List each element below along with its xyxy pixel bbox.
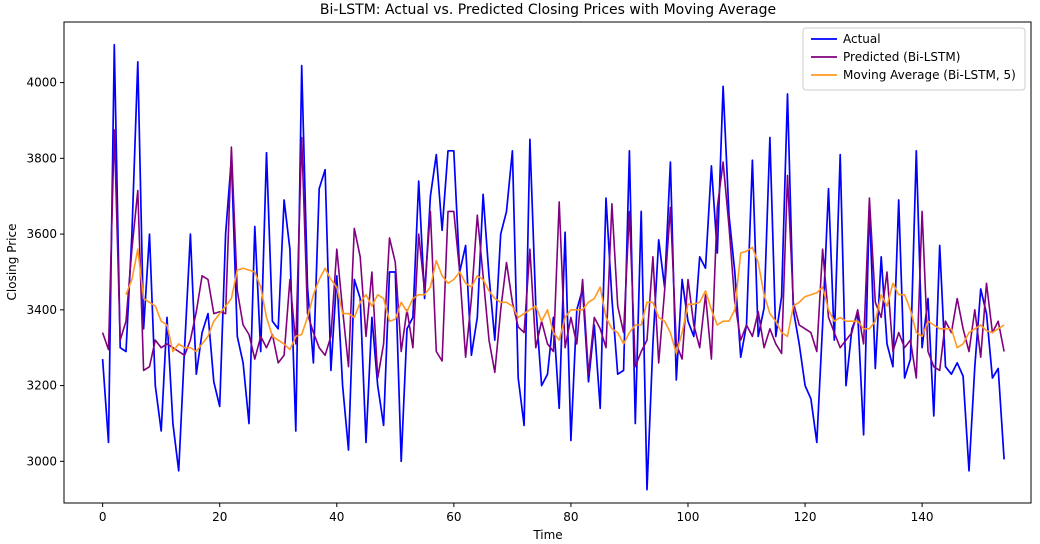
series-line-1 <box>101 129 1005 379</box>
x-tick-label: 100 <box>677 510 700 524</box>
legend-box <box>802 27 1026 91</box>
x-axis-label: Time <box>532 528 562 542</box>
x-tick-label: 140 <box>911 510 934 524</box>
chart-title: Bi-LSTM: Actual vs. Predicted Closing Pr… <box>320 2 776 18</box>
y-tick-label: 3800 <box>26 151 57 165</box>
y-axis: 3000 3200 3400 3600 3800 4000 <box>26 76 64 468</box>
x-tick-label: 0 <box>99 510 107 524</box>
y-tick-label: 4000 <box>26 76 57 90</box>
y-tick-label: 3200 <box>26 379 57 393</box>
y-tick-label: 3600 <box>26 227 57 241</box>
series-line-2 <box>125 246 1005 355</box>
legend-label: Moving Average (Bi-LSTM, 5) <box>843 68 1016 82</box>
x-tick-label: 80 <box>563 510 578 524</box>
series-layer <box>101 43 1005 491</box>
x-axis: 0 20 40 60 80 100 120 140 <box>99 503 934 524</box>
x-tick-label: 120 <box>794 510 817 524</box>
x-tick-label: 40 <box>329 510 344 524</box>
y-tick-label: 3000 <box>26 454 57 468</box>
plot-frame <box>63 21 1032 504</box>
legend-label: Actual <box>843 32 881 46</box>
x-tick-label: 60 <box>446 510 461 524</box>
y-axis-label: Closing Price <box>5 224 19 301</box>
y-tick-label: 3400 <box>26 303 57 317</box>
legend-label: Predicted (Bi-LSTM) <box>843 50 960 64</box>
x-tick-label: 20 <box>212 510 227 524</box>
legend: Actual Predicted (Bi-LSTM) Moving Average … <box>802 27 1026 91</box>
